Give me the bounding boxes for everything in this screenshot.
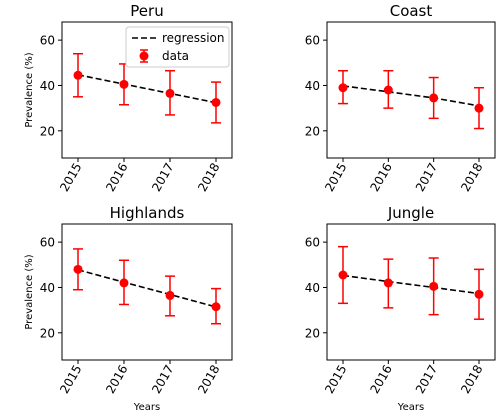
chart-panel-2: Highlands 20 40 60 2015 2016 2017 2018 Prevalenc… [24, 204, 233, 413]
legend-regression-label: regression [162, 31, 225, 45]
x-tick-label: 2018 [458, 363, 485, 396]
data-point [338, 270, 348, 280]
y-tick-label: 20 [305, 326, 320, 340]
legend-box [125, 26, 230, 68]
x-tick-label: 2017 [413, 363, 440, 396]
data-point [211, 97, 221, 107]
y-tick-label: 40 [40, 281, 55, 295]
legend-data-label: data [162, 49, 189, 63]
y-tick-label: 40 [305, 79, 320, 93]
chart-title: Highlands [110, 204, 185, 222]
legend: regression data [125, 26, 230, 68]
y-tick-label: 60 [40, 236, 55, 250]
x-tick-label: 2017 [149, 363, 176, 396]
chart-panel-3: Jungle 20 40 60 2015 2016 2017 2018 Years [305, 204, 496, 413]
data-point [338, 83, 348, 93]
x-tick-label: 2015 [57, 363, 84, 396]
data-point [165, 88, 175, 98]
regression-line [342, 274, 480, 295]
x-tick-label: 2016 [103, 161, 130, 194]
data-point [211, 302, 221, 312]
x-tick-label: 2018 [458, 161, 485, 194]
data-point [383, 85, 393, 95]
data-point [429, 281, 439, 291]
chart-title: Jungle [387, 204, 434, 222]
regression-line [77, 74, 217, 104]
y-tick-label: 60 [305, 236, 320, 250]
x-tick-label: 2015 [322, 363, 349, 396]
y-tick-label: 20 [40, 124, 55, 138]
x-tick-label: 2016 [103, 363, 130, 396]
chart-title: Coast [390, 2, 433, 20]
data-point [73, 264, 83, 274]
x-tick-label: 2018 [195, 363, 222, 396]
x-tick-label: 2017 [149, 161, 176, 194]
y-tick-label: 20 [305, 124, 320, 138]
y-tick-label: 60 [305, 34, 320, 48]
data-point [474, 289, 484, 299]
y-tick-label: 40 [40, 79, 55, 93]
x-tick-label: 2018 [195, 161, 222, 194]
y-tick-label: 20 [40, 326, 55, 340]
regression-line [342, 85, 480, 107]
y-tick-label: 60 [40, 34, 55, 48]
axes-frame [61, 223, 233, 361]
legend-data-swatch [139, 51, 149, 61]
x-tick-label: 2016 [368, 161, 395, 194]
data-point [429, 93, 439, 103]
x-axis-label: Years [133, 402, 160, 413]
chart-panel-1: Coast 20 40 60 2015 2016 2017 2018 [305, 2, 496, 194]
data-point [165, 290, 175, 300]
data-point [474, 103, 484, 113]
axes-frame [326, 21, 496, 159]
x-tick-label: 2016 [368, 363, 395, 396]
x-tick-label: 2017 [413, 161, 440, 194]
data-point [383, 278, 393, 288]
regression-line [77, 269, 217, 308]
chart-title: Peru [130, 2, 163, 20]
data-point [119, 79, 129, 89]
data-point [119, 278, 129, 288]
x-tick-label: 2015 [57, 161, 84, 194]
axes-frame [61, 21, 233, 159]
x-tick-label: 2015 [322, 161, 349, 194]
x-axis-label: Years [397, 402, 424, 413]
y-tick-label: 40 [305, 281, 320, 295]
y-axis-label: Prevalence (%) [24, 254, 35, 329]
axes-frame [326, 223, 496, 361]
chart-panel-0: Peru 20 40 60 2015 2016 2017 2018 Prevalence (%)… [24, 2, 233, 194]
y-axis-label: Prevalence (%) [24, 52, 35, 127]
data-point [73, 70, 83, 80]
